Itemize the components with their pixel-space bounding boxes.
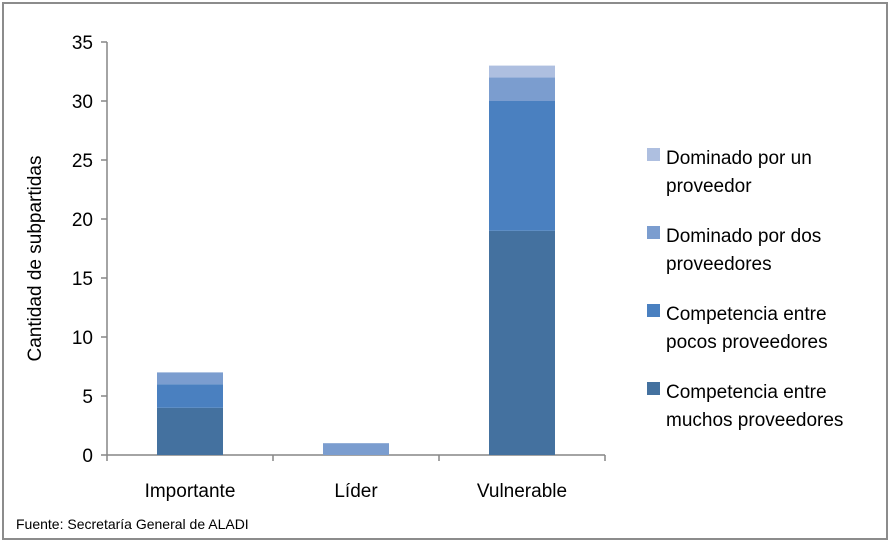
legend-label: proveedores [666,254,772,275]
y-tick-label: 10 [72,328,93,349]
x-tick-label: Líder [334,481,378,502]
bar-segment [157,407,223,455]
legend-swatch [647,382,660,395]
bar-segment [489,230,555,455]
x-tick-label: Importante [145,481,236,502]
legend-label: Dominado por un [666,148,812,169]
y-tick-label: 25 [72,151,93,172]
bar-segment [489,101,555,231]
legend-label: Competencia entre [666,304,827,325]
legend-label: pocos proveedores [666,332,828,353]
y-tick-label: 30 [72,92,93,113]
y-axis-title: Cantidad de subpartidas [25,156,46,362]
bar-segment [489,65,555,78]
y-tick-label: 20 [72,210,93,231]
y-tick-label: 0 [82,446,93,467]
bar-segment [157,372,223,385]
y-tick-label: 15 [72,269,93,290]
legend-label: proveedor [666,176,752,197]
bar-segment [323,443,389,455]
y-tick-label: 35 [72,33,93,54]
source-note: Fuente: Secretaría General de ALADI [16,516,249,532]
legend-swatch [647,226,660,239]
bar-segment [489,77,555,101]
x-tick-label: Vulnerable [477,481,567,502]
legend-label: Competencia entre [666,382,827,403]
legend-swatch [647,148,660,161]
legend-label: muchos proveedores [666,410,843,431]
bar-segment [157,384,223,408]
legend-swatch [647,304,660,317]
y-tick-label: 5 [82,387,93,408]
legend-label: Dominado por dos [666,226,821,247]
